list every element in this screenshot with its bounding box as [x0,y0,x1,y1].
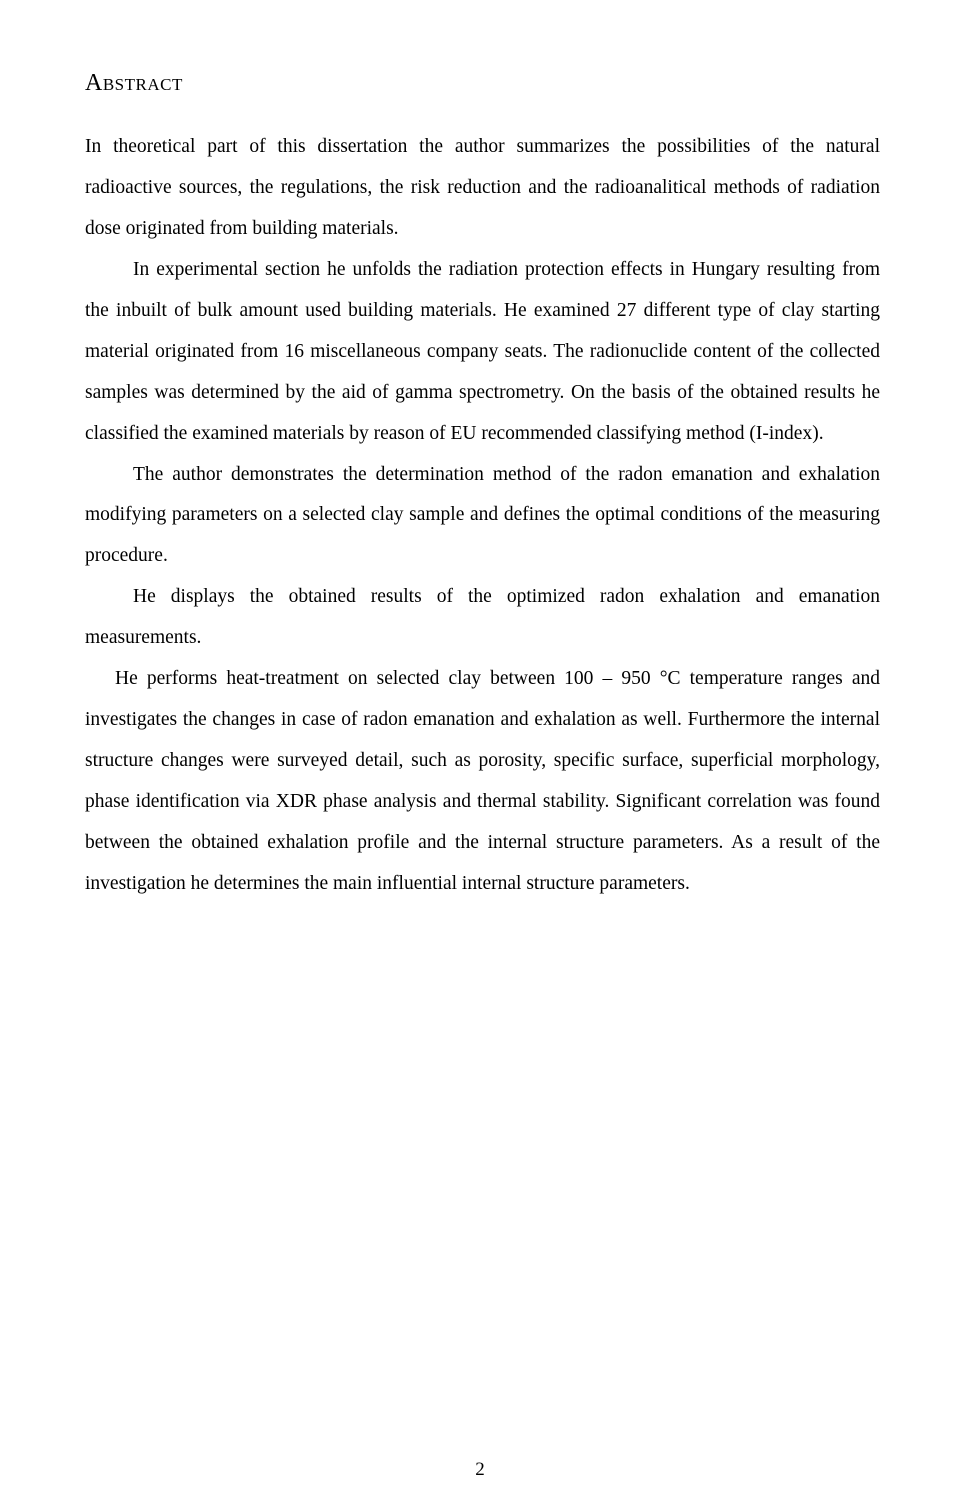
paragraph-2: In experimental section he unfolds the r… [85,250,880,455]
paragraph-4: He displays the obtained results of the … [85,577,880,659]
paragraph-3: The author demonstrates the determinatio… [85,455,880,578]
page-number: 2 [475,1459,485,1481]
paragraph-1: In theoretical part of this dissertation… [85,127,880,250]
section-heading: Abstract [85,70,880,97]
paragraph-5: He performs heat-treatment on selected c… [85,659,880,905]
